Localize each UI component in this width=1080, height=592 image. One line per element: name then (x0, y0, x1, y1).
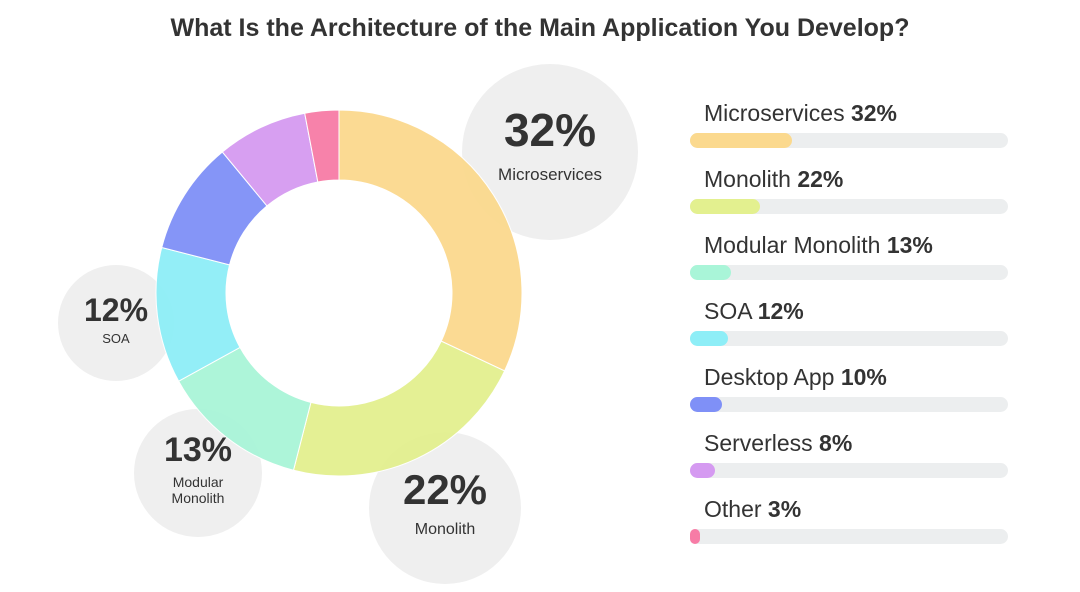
legend-bar-fill (690, 133, 792, 148)
legend-bar-track (690, 199, 1008, 214)
legend-bar-fill (690, 397, 722, 412)
legend-category-name: Microservices (704, 100, 851, 126)
callout-category-label: Modular (173, 474, 224, 490)
legend-category-name: Desktop App (704, 364, 841, 390)
legend-item: Modular Monolith 13% (690, 232, 1010, 292)
legend-bar-fill (690, 463, 716, 478)
legend-label: Modular Monolith 13% (704, 232, 933, 259)
legend-bar-fill (690, 265, 732, 280)
legend-label: Serverless 8% (704, 430, 852, 457)
pie-slice-microservices (338, 109, 523, 372)
legend-category-name: Serverless (704, 430, 820, 456)
callout-category-label: SOA (102, 331, 130, 346)
legend-category-name: SOA (704, 298, 758, 324)
legend-category-name: Monolith (704, 166, 798, 192)
legend-value-label: 3% (767, 496, 802, 522)
legend-item: SOA 12% (690, 298, 1010, 358)
legend-bar-track (690, 133, 1008, 148)
legend-bar-track (690, 331, 1008, 346)
legend-value-label: 12% (757, 298, 804, 324)
chart-title: What Is the Architecture of the Main App… (170, 14, 910, 42)
legend-item: Other 3% (690, 496, 1010, 556)
legend-label: SOA 12% (704, 298, 804, 325)
legend-label: Monolith 22% (704, 166, 843, 193)
callout-value-label: 32% (504, 104, 596, 156)
callout-category-label: Monolith (172, 490, 225, 506)
legend-category-name: Other (704, 496, 768, 522)
legend-item: Desktop App 10% (690, 364, 1010, 424)
callout-bubble (462, 64, 638, 240)
legend-bar-fill (690, 199, 760, 214)
callout-value-label: 12% (84, 292, 148, 328)
callout-bubble (134, 409, 262, 537)
pie-slice-monolith (292, 340, 506, 477)
legend-label: Microservices 32% (704, 100, 897, 127)
callout-value-label: 22% (403, 466, 487, 513)
legend-label: Desktop App 10% (704, 364, 887, 391)
legend-value-label: 32% (850, 100, 898, 126)
pie-slice-other (304, 109, 340, 183)
callout-value-label: 13% (164, 431, 232, 469)
legend-bar-track (690, 265, 1008, 280)
callout-category-label: Monolith (415, 521, 475, 538)
donut-chart: 32%Microservices22%Monolith13%ModularMon… (58, 64, 638, 584)
legend-category-name: Modular Monolith (704, 232, 887, 258)
legend-bar-track (690, 397, 1008, 412)
legend-bar-fill (690, 529, 700, 544)
legend-item: Monolith 22% (690, 166, 1010, 226)
legend-value-label: 8% (819, 430, 853, 456)
callout-bubble (369, 432, 521, 584)
legend-item: Microservices 32% (690, 100, 1010, 160)
legend-bar-track (690, 463, 1008, 478)
legend-bar-track (690, 529, 1008, 544)
legend-item: Serverless 8% (690, 430, 1010, 490)
callout-bubble (58, 265, 174, 381)
legend-value-label: 13% (886, 232, 933, 258)
legend-bar-fill (690, 331, 729, 346)
legend-value-label: 10% (840, 364, 887, 390)
callout-category-label: Microservices (498, 165, 602, 184)
legend-value-label: 22% (797, 166, 844, 192)
legend-label: Other 3% (704, 496, 801, 523)
